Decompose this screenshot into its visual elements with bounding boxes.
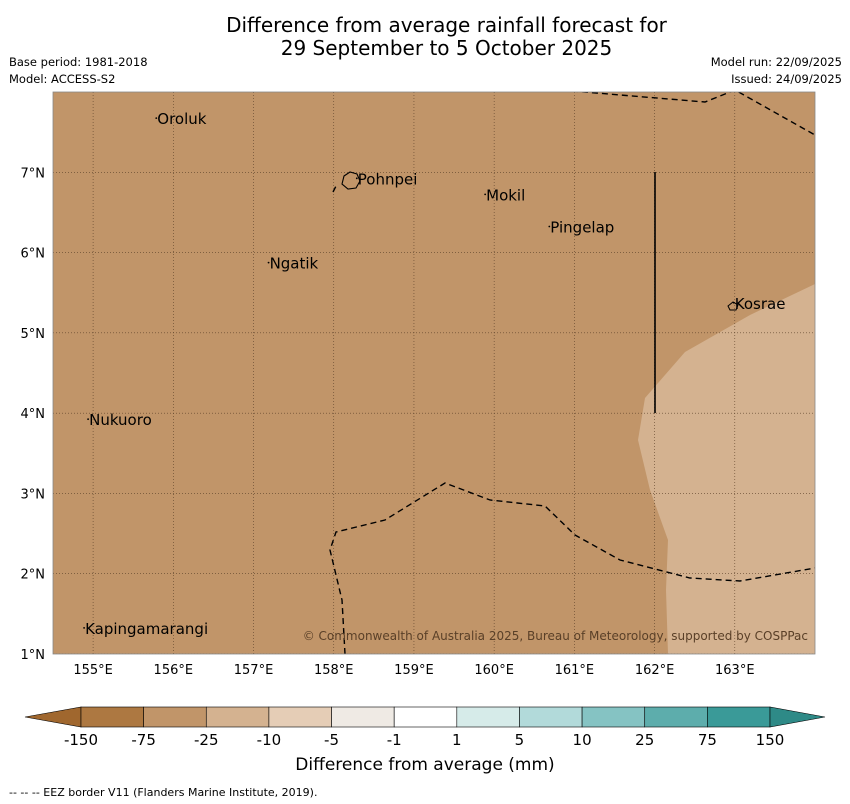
lat-tick-label: 1°N [21,648,46,663]
colorbar-under-arrow [24,706,82,728]
place-label-kosrae: Kosrae [735,295,786,313]
colorbar-segment [644,706,708,728]
colorbar-tick-label: 150 [756,731,785,749]
colorbar-segment [143,706,207,728]
lat-tick-label: 7°N [21,166,46,181]
latitude-ticks: 1°N 2°N 3°N 4°N 5°N 6°N 7°N [21,166,46,663]
place-label-ngatik: Ngatik [270,255,319,273]
place-label-nukuoro: Nukuoro [89,411,152,429]
colorbar-segment [205,706,270,728]
lat-tick-label: 3°N [21,487,46,502]
place-labels: Oroluk Pohnpei Mokil Pingelap Ngatik Kosrae Nu… [83,110,785,638]
place-marker [355,177,358,180]
colorbar-segment [393,706,458,728]
model-run: Model run: 22/09/2025 [710,55,842,69]
colorbar-segment [268,706,332,728]
copyright-text: © Commonwealth of Australia 2025, Bureau… [303,629,808,643]
place-marker [732,301,735,304]
place-label-oroluk: Oroluk [157,110,206,128]
model-name: Model: ACCESS-S2 [9,72,116,86]
title-line-1: Difference from average rainfall forecas… [226,13,667,37]
place-marker [548,225,551,228]
place-label-kapingamarangi: Kapingamarangi [85,620,208,638]
place-marker [484,193,487,196]
base-period: Base period: 1981-2018 [9,55,148,69]
place-label-mokil: Mokil [486,186,525,204]
place-label-pohnpei: Pohnpei [358,170,418,188]
kosrae-island-outline [727,301,739,311]
colorbar-tick-label: -10 [257,731,282,749]
eez-border-north [575,92,815,136]
colorbar-tick-label: 1 [452,731,462,749]
colorbar-tick-label: -5 [324,731,339,749]
lon-tick-label: 155°E [73,663,113,678]
place-marker [87,418,89,421]
colorbar-tick-label: 10 [573,731,592,749]
colorbar-tick-label: 75 [698,731,717,749]
colorbar: -150 -75 -25 -10 -5 -1 1 5 10 25 75 150 [24,706,826,749]
colorbar-segment [456,706,520,728]
lon-tick-label: 163°E [715,663,755,678]
colorbar-tick-label: 5 [515,731,525,749]
colorbar-tick-label: -75 [131,731,156,749]
eez-border-south [329,482,815,654]
colorbar-segment [707,706,771,728]
lon-tick-label: 156°E [154,663,194,678]
lon-tick-label: 159°E [394,663,434,678]
chart-title: Difference from average rainfall forecas… [0,14,850,60]
lon-tick-label: 160°E [474,663,514,678]
place-marker [83,627,85,629]
map-frame [52,91,816,655]
lat-tick-label: 5°N [21,327,46,342]
colorbar-tick-label: -25 [194,731,219,749]
lat-tick-label: 4°N [21,407,46,422]
colorbar-segment [519,706,583,728]
issued-date: Issued: 24/09/2025 [731,72,842,86]
colorbar-tick-label: 25 [635,731,654,749]
meta-left: Base period: 1981-2018 Model: ACCESS-S2 [9,54,148,88]
colorbar-tick-label: -150 [64,731,98,749]
lat-tick-label: 6°N [21,247,46,262]
lon-tick-label: 161°E [555,663,595,678]
colorbar-segment [80,706,144,728]
lon-tick-label: 158°E [314,663,354,678]
graticule [53,92,815,654]
pohnpei-island-outline [341,171,361,190]
colorbar-segment [331,706,395,728]
longitude-ticks: 155°E 156°E 157°E 158°E 159°E 160°E 161°E 162°E… [73,663,754,678]
meta-right: Model run: 22/09/2025 Issued: 24/09/2025 [711,54,842,88]
place-label-pingelap: Pingelap [550,219,614,237]
lat-tick-label: 2°N [21,568,46,583]
colorbar-segment [581,706,646,728]
place-marker [155,117,158,120]
lon-tick-label: 157°E [234,663,274,678]
colorbar-label: Difference from average (mm) [295,755,555,775]
eez-border-pohnpei-fragment [332,185,337,193]
place-marker [267,261,270,264]
lon-tick-label: 162°E [635,663,675,678]
footer-note: -- -- -- EEZ border V11 (Flanders Marine… [9,786,318,799]
colorbar-tick-label: -1 [387,731,402,749]
colorbar-over-arrow [769,706,826,728]
title-line-2: 29 September to 5 October 2025 [280,36,613,60]
lighter-anomaly-region [638,284,815,654]
